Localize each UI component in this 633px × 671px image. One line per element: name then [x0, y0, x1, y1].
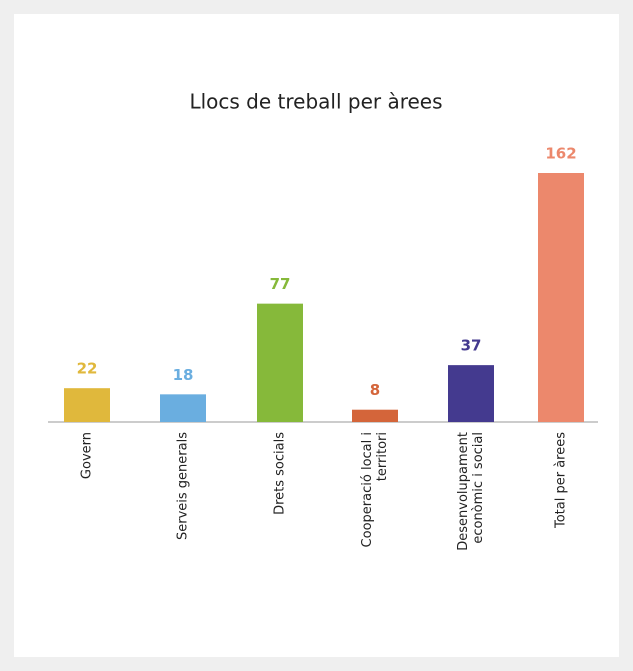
bar [448, 365, 494, 422]
x-tick-label: Total per àrees [554, 432, 569, 529]
data-label: 8 [370, 381, 380, 399]
x-tick-label: Drets socials [273, 432, 288, 515]
data-label: 22 [77, 360, 98, 378]
bar [64, 388, 110, 422]
chart-title: Llocs de treball per àrees [189, 90, 442, 114]
x-tick-label: Govern [80, 432, 95, 479]
x-tick-label: econòmic i social [471, 432, 486, 544]
bar [352, 409, 398, 422]
card [14, 14, 619, 657]
data-label: 77 [270, 275, 291, 293]
x-tick-label: Cooperació local i [360, 432, 375, 547]
bar [538, 173, 584, 422]
bar [160, 394, 206, 422]
x-tick-label: Serveis generals [176, 432, 191, 540]
x-tick-label: territori [375, 432, 390, 481]
bar [257, 303, 303, 422]
data-label: 37 [461, 337, 482, 355]
data-label: 18 [173, 366, 194, 384]
x-tick-label: Desenvolupament [456, 432, 471, 551]
data-label: 162 [545, 145, 576, 163]
